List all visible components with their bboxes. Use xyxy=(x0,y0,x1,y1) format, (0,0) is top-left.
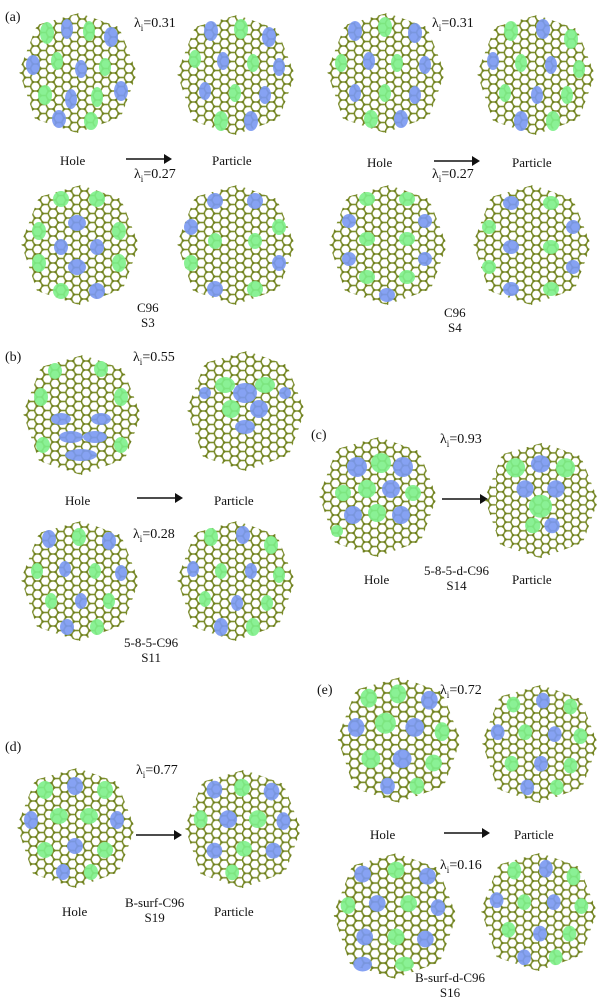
lambda-a-left-1: λi=0.31 xyxy=(134,16,176,33)
hole-label-a-left: Hole xyxy=(60,153,86,168)
lambda-a-right-1: λi=0.31 xyxy=(432,16,474,33)
system-e: B-surf-d-C96 S16 xyxy=(415,970,486,1000)
system-d: B-surf-C96 S19 xyxy=(125,895,185,925)
molecule-c-hole xyxy=(319,437,437,557)
lambda-e-1: λi=0.72 xyxy=(440,683,482,700)
lambda-d: λi=0.77 xyxy=(136,763,178,780)
molecule-a-left-particle-1 xyxy=(177,15,295,135)
molecule-e-hole-1 xyxy=(337,677,461,803)
molecule-d-particle xyxy=(184,769,302,889)
panel-b-tag: (b) xyxy=(5,350,22,365)
molecule-b-particle-2 xyxy=(177,521,295,641)
arrow-e xyxy=(444,828,490,838)
panel-d-tag: (d) xyxy=(5,740,22,755)
panel-c-tag: (c) xyxy=(311,428,327,443)
arrow-d xyxy=(136,830,182,840)
molecule-c-particle xyxy=(484,442,599,559)
lambda-c: λi=0.93 xyxy=(440,432,482,449)
molecule-a-left-particle-2 xyxy=(177,185,295,305)
system-c: 5-8-5-d-C96 S14 xyxy=(424,563,489,593)
molecule-a-right-particle-1 xyxy=(477,15,595,135)
particle-label-d: Particle xyxy=(214,904,254,919)
molecule-e-particle-1 xyxy=(481,684,599,804)
panel-e-tag: (e) xyxy=(317,683,333,698)
particle-label-a-left: Particle xyxy=(212,153,252,168)
system-b: 5-8-5-C96 S11 xyxy=(124,635,179,665)
hole-label-b: Hole xyxy=(65,493,91,508)
hole-label-e: Hole xyxy=(370,827,396,842)
hole-label-d: Hole xyxy=(62,904,88,919)
hole-label-a-right: Hole xyxy=(367,155,393,170)
particle-label-c: Particle xyxy=(512,572,552,587)
hole-label-c: Hole xyxy=(364,572,390,587)
molecule-a-right-hole-2 xyxy=(329,185,447,305)
arrow-a-right xyxy=(434,156,480,166)
panel-a-tag: (a) xyxy=(5,10,21,25)
molecule-e-particle-2 xyxy=(480,852,598,972)
particle-label-a-right: Particle xyxy=(512,155,552,170)
arrow-a-left xyxy=(126,154,172,164)
lambda-b-2: λi=0.28 xyxy=(133,527,175,544)
lambda-e-2: λi=0.16 xyxy=(440,858,482,875)
molecule-b-particle-1 xyxy=(187,351,305,471)
molecule-b-hole-2 xyxy=(21,521,139,641)
system-a-right: C96 S4 xyxy=(444,305,466,335)
system-a-left: C96 S3 xyxy=(137,300,159,330)
molecule-a-left-hole-2 xyxy=(21,185,139,305)
particle-label-e: Particle xyxy=(514,827,554,842)
arrow-b xyxy=(137,493,183,503)
lambda-a-left-2: λi=0.27 xyxy=(134,167,176,184)
molecule-a-right-hole-1 xyxy=(327,13,445,133)
lambda-a-right-2: λi=0.27 xyxy=(432,167,474,184)
lambda-b-1: λi=0.55 xyxy=(133,350,175,367)
molecule-b-hole-1 xyxy=(23,355,141,475)
molecule-a-right-particle-2 xyxy=(473,185,591,305)
arrow-c xyxy=(442,494,488,504)
molecule-d-hole xyxy=(17,768,135,888)
molecule-e-hole-2 xyxy=(333,853,457,979)
molecule-a-left-hole-1 xyxy=(19,13,137,133)
particle-label-b: Particle xyxy=(214,493,254,508)
